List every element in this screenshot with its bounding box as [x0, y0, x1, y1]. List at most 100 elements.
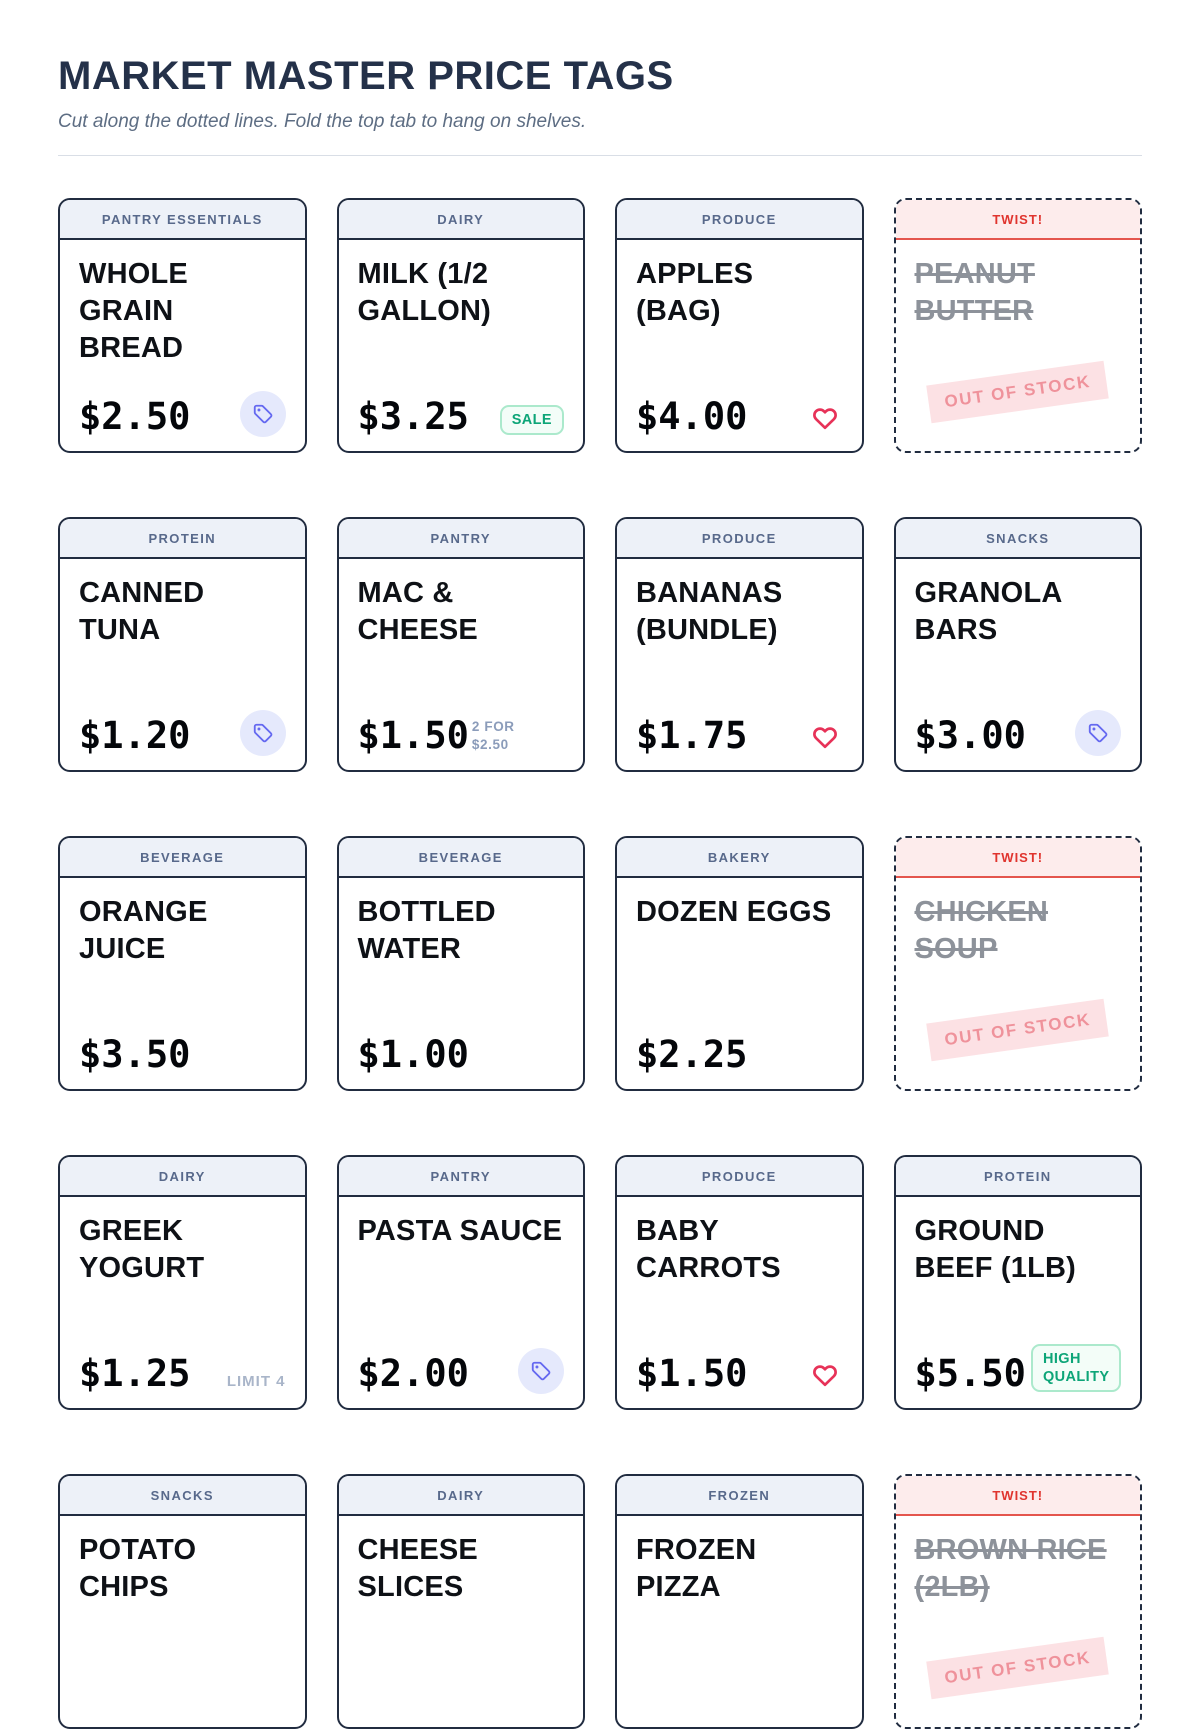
category-tab: DAIRY — [338, 200, 583, 240]
product-name: CANNED TUNA — [79, 577, 205, 647]
product-name: GROUND BEEF (1LB) — [914, 1215, 1076, 1285]
price-cluster: $2.50 — [79, 395, 191, 439]
category-label: TWIST! — [992, 1487, 1044, 1503]
product-name: DOZEN EGGS — [636, 896, 832, 928]
category-label: PRODUCE — [701, 211, 777, 227]
category-label: PANTRY ESSENTIALS — [101, 211, 263, 227]
heart-icon-glyph — [812, 727, 837, 749]
category-label: FROZEN — [708, 1487, 771, 1503]
price-tag-card: PROTEIN CANNED TUNA $1.20 — [58, 517, 307, 772]
card-body: BANANAS (BUNDLE) $1.75 — [617, 559, 862, 770]
price-tag-card: BEVERAGE ORANGE JUICE $3.50 — [58, 836, 307, 1091]
category-tab: PANTRY ESSENTIALS — [60, 200, 305, 240]
limit-note: LIMIT 4 — [226, 1373, 286, 1390]
price-cluster: $1.20 — [79, 716, 190, 756]
card-body: BABY CARROTS $1.50 — [617, 1197, 862, 1408]
category-tab: BEVERAGE — [338, 838, 583, 878]
card-body: GROUND BEEF (1LB) $5.50 HIGH QUALITY — [896, 1197, 1141, 1408]
category-tab: DAIRY — [338, 1476, 583, 1516]
price-tag-card: FROZEN FROZEN PIZZA — [615, 1474, 864, 1729]
price: $2.25 — [636, 1033, 748, 1077]
tag-icon[interactable] — [518, 1348, 564, 1394]
price-cluster: $1.50 — [636, 1352, 748, 1396]
price-tag-card: PANTRY ESSENTIALS WHOLE GRAIN BREAD $2.5… — [58, 198, 307, 453]
tag-icon-glyph — [531, 1361, 551, 1381]
category-label: PROTEIN — [983, 1168, 1052, 1184]
card-body: BROWN RICE (2LB) OUT OF STOCK — [896, 1516, 1141, 1727]
price-row: $2.00 — [357, 1346, 564, 1396]
price-tag-card: DAIRY CHEESE SLICES — [336, 1474, 585, 1729]
price: $3.25 — [357, 395, 469, 439]
category-tab: FROZEN — [617, 1476, 862, 1516]
price: $2.50 — [79, 395, 191, 439]
category-label: PRODUCE — [701, 1168, 777, 1184]
card-body: FROZEN PIZZA — [617, 1516, 862, 1727]
tag-icon-glyph — [1088, 723, 1108, 743]
card-body: WHOLE GRAIN BREAD $2.50 — [60, 240, 305, 451]
category-tab: PRODUCE — [617, 200, 862, 240]
multi-price-note-total: $2.50 — [471, 736, 509, 752]
tag-icon-glyph — [253, 404, 272, 424]
heart-icon[interactable] — [811, 404, 843, 437]
tag-icon[interactable] — [239, 710, 286, 756]
price: $1.75 — [636, 714, 748, 758]
category-tab: TWIST! — [895, 838, 1140, 878]
category-label: TWIST! — [992, 211, 1044, 227]
price-tag-card: SNACKS POTATO CHIPS — [58, 1474, 307, 1729]
price-tag-card: DAIRY MILK (1/2 GALLON) $3.25 SALE — [336, 198, 585, 453]
page-subtitle: Cut along the dotted lines. Fold the top… — [58, 111, 587, 132]
card-body: PASTA SAUCE $2.00 — [339, 1197, 584, 1408]
card-body: MAC & CHEESE $1.50 2 FOR $2.50 — [339, 559, 584, 770]
price-tag-card: PANTRY PASTA SAUCE $2.00 — [336, 1155, 585, 1410]
card-body: GREEK YOGURT $1.25 LIMIT 4 — [60, 1197, 305, 1408]
heart-icon[interactable] — [811, 1361, 843, 1394]
heart-icon-glyph — [812, 408, 837, 430]
divider — [58, 155, 1142, 156]
price-tag-card: PRODUCE BANANAS (BUNDLE) $1.75 — [615, 517, 864, 772]
category-tab: BEVERAGE — [60, 838, 305, 878]
category-tab: PANTRY — [338, 1157, 583, 1197]
price: $3.50 — [79, 1033, 191, 1077]
price: $1.50 — [636, 1352, 748, 1396]
category-label: PROTEIN — [148, 530, 217, 546]
tag-icon[interactable] — [239, 391, 286, 437]
price-row: $3.25 SALE — [357, 389, 564, 439]
tag-icon[interactable] — [1075, 710, 1121, 756]
price-row: $2.25 — [636, 1027, 843, 1075]
card-body: MILK (1/2 GALLON) $3.25 SALE — [339, 240, 584, 451]
category-label: SNACKS — [150, 1487, 214, 1503]
heart-icon[interactable] — [811, 723, 843, 756]
price-row: $3.50 — [79, 1027, 286, 1075]
card-body: POTATO CHIPS — [60, 1516, 305, 1727]
product-name: APPLES (BAG) — [636, 258, 754, 328]
category-tab: BAKERY — [617, 838, 862, 878]
price: $2.00 — [357, 1352, 469, 1396]
category-tab: PRODUCE — [617, 519, 862, 559]
price: $4.00 — [636, 395, 748, 439]
promo-badge: HIGH QUALITY — [1031, 1343, 1121, 1392]
price-tag-card: SNACKS GRANOLA BARS $3.00 — [893, 517, 1142, 772]
category-label: BEVERAGE — [418, 849, 503, 865]
price-row: $1.50 — [636, 1346, 843, 1394]
card-body: DOZEN EGGS $2.25 — [617, 878, 862, 1089]
category-label: BAKERY — [707, 849, 771, 865]
price-cluster: $3.50 — [79, 1033, 191, 1077]
product-name: BABY CARROTS — [636, 1215, 781, 1285]
category-label: TWIST! — [992, 849, 1044, 865]
tags-grid: PANTRY ESSENTIALS WHOLE GRAIN BREAD $2.5… — [58, 198, 1142, 1729]
promo-badge: SALE — [499, 404, 564, 435]
price-cluster: $1.00 — [358, 1035, 469, 1075]
card-body: PEANUT BUTTER OUT OF STOCK — [896, 240, 1141, 451]
price-tag-card: PROTEIN GROUND BEEF (1LB) $5.50 HIGH QUA… — [893, 1155, 1142, 1410]
out-of-stock-stamp: OUT OF STOCK — [926, 1636, 1110, 1700]
category-tab: SNACKS — [895, 519, 1140, 559]
product-name: CHICKEN SOUP — [914, 896, 1049, 966]
category-label: DAIRY — [437, 1487, 485, 1503]
price-tag-card: DAIRY GREEK YOGURT $1.25 LIMIT 4 — [58, 1155, 307, 1410]
category-label: PANTRY — [430, 1168, 491, 1184]
category-label: DAIRY — [158, 1168, 206, 1184]
card-body: CANNED TUNA $1.20 — [60, 559, 305, 770]
price-tag-card: TWIST! CHICKEN SOUP OUT OF STOCK — [893, 836, 1142, 1091]
price-cluster: $2.00 — [357, 1352, 469, 1396]
category-tab: PROTEIN — [60, 519, 305, 559]
